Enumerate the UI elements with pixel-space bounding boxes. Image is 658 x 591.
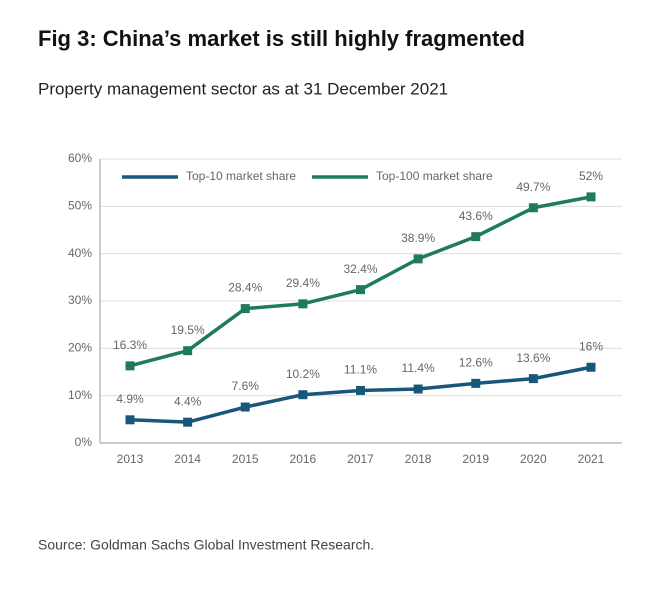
- data-label: 7.6%: [232, 379, 260, 393]
- marker: [586, 362, 596, 372]
- y-tick-label: 20%: [68, 341, 92, 355]
- marker: [586, 192, 596, 202]
- marker: [413, 384, 423, 394]
- marker: [125, 361, 135, 371]
- x-tick-label: 2021: [578, 452, 605, 466]
- x-tick-label: 2020: [520, 452, 547, 466]
- data-label: 10.2%: [286, 367, 320, 381]
- data-label: 12.6%: [459, 356, 493, 370]
- data-label: 19.5%: [171, 323, 205, 337]
- marker: [528, 374, 538, 384]
- x-tick-label: 2019: [462, 452, 489, 466]
- x-tick-label: 2018: [405, 452, 432, 466]
- marker: [356, 385, 365, 395]
- legend-label: Top-100 market share: [376, 169, 493, 183]
- data-label: 11.4%: [402, 361, 435, 375]
- marker: [471, 232, 481, 242]
- marker: [471, 378, 481, 388]
- legend-label: Top-10 market share: [186, 169, 296, 183]
- marker: [240, 304, 250, 314]
- data-label: 28.4%: [228, 281, 262, 295]
- marker: [413, 254, 423, 264]
- chart-title: Fig 3: China’s market is still highly fr…: [38, 26, 525, 51]
- data-label: 29.4%: [286, 276, 320, 290]
- data-label: 13.6%: [516, 351, 550, 365]
- data-label: 16.3%: [113, 338, 147, 352]
- data-label: 52%: [579, 169, 603, 183]
- x-tick-label: 2017: [347, 452, 374, 466]
- marker: [528, 203, 538, 213]
- x-tick-label: 2016: [290, 452, 317, 466]
- data-label: 16%: [579, 339, 603, 353]
- marker: [240, 402, 250, 412]
- data-label: 11.1%: [344, 363, 377, 377]
- marker: [183, 417, 193, 427]
- x-tick-label: 2015: [232, 452, 259, 466]
- marker: [298, 390, 308, 400]
- data-label: 32.4%: [343, 262, 377, 276]
- y-tick-label: 40%: [68, 246, 92, 260]
- data-label: 38.9%: [401, 231, 435, 245]
- data-label: 43.6%: [459, 209, 493, 223]
- marker: [183, 346, 193, 356]
- data-label: 49.7%: [516, 180, 550, 194]
- y-tick-label: 0%: [75, 435, 93, 449]
- y-tick-label: 50%: [68, 199, 92, 213]
- y-tick-label: 60%: [68, 151, 92, 165]
- data-label: 4.9%: [116, 392, 144, 406]
- y-tick-label: 10%: [68, 388, 92, 402]
- marker: [298, 299, 308, 309]
- x-tick-label: 2013: [117, 452, 144, 466]
- chart-subtitle: Property management sector as at 31 Dece…: [38, 79, 448, 98]
- marker: [125, 415, 135, 425]
- marker: [356, 285, 365, 295]
- x-tick-label: 2014: [174, 452, 201, 466]
- y-tick-label: 30%: [68, 293, 92, 307]
- source: Source: Goldman Sachs Global Investment …: [38, 537, 374, 553]
- data-label: 4.4%: [174, 394, 202, 408]
- series-line: [129, 195, 592, 368]
